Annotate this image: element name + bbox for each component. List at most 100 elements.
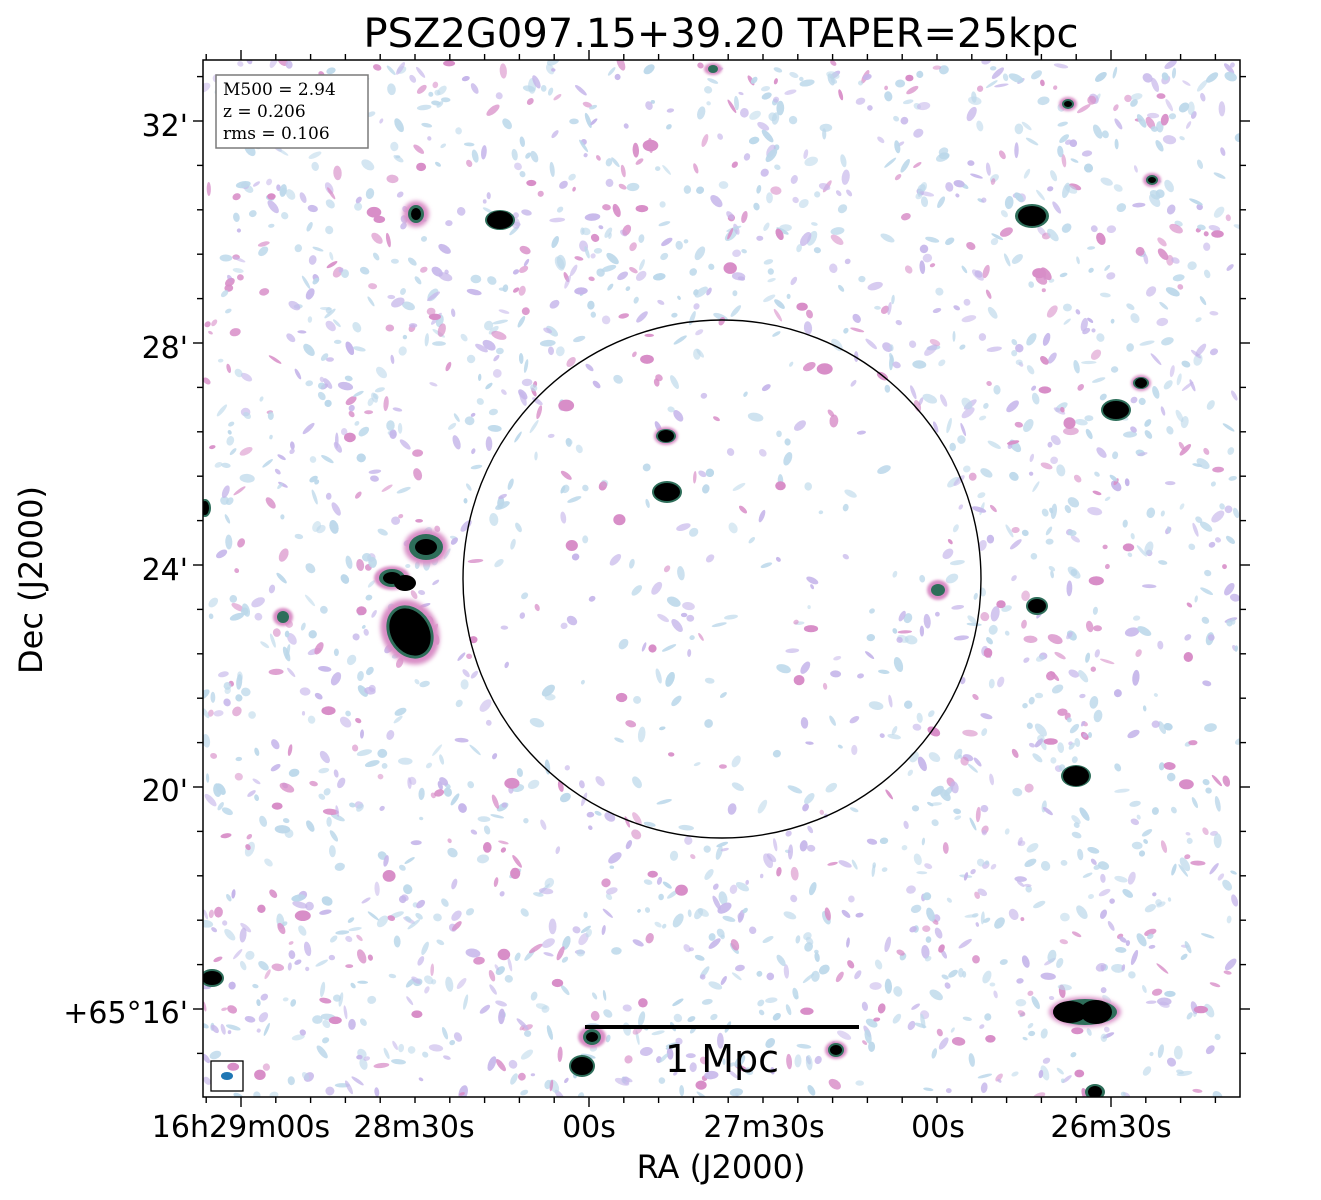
noise-speckle [335, 930, 350, 935]
noise-speckle [379, 118, 384, 124]
noise-speckle [785, 648, 800, 654]
noise-speckle [415, 519, 423, 523]
noise-speckle [1021, 955, 1030, 968]
noise-speckle [794, 1054, 802, 1068]
noise-speckle [311, 161, 319, 171]
noise-speckle [1162, 135, 1177, 145]
noise-speckle [492, 369, 502, 378]
noise-speckle [727, 99, 737, 114]
radio-source [825, 1041, 847, 1059]
noise-speckle [487, 424, 502, 432]
noise-speckle [452, 435, 461, 450]
noise-speckle [921, 837, 926, 846]
noise-speckle [953, 305, 961, 311]
noise-speckle [1085, 620, 1094, 633]
noise-speckle [276, 184, 281, 191]
noise-blob [551, 978, 564, 988]
noise-speckle [1034, 723, 1047, 737]
noise-speckle [689, 527, 699, 537]
noise-speckle [370, 475, 379, 482]
noise-speckle [254, 747, 260, 756]
noise-speckle [276, 147, 289, 156]
noise-speckle [909, 926, 917, 933]
noise-speckle [399, 439, 411, 450]
noise-speckle [1203, 269, 1211, 279]
noise-speckle [962, 729, 978, 737]
noise-speckle [301, 275, 311, 289]
noise-speckle [565, 437, 572, 447]
noise-speckle [1144, 928, 1157, 937]
noise-speckle [422, 1051, 429, 1058]
noise-speckle [1087, 847, 1100, 854]
noise-speckle [499, 63, 507, 79]
noise-speckle [969, 817, 977, 831]
noise-speckle [459, 1092, 465, 1096]
noise-speckle [658, 221, 671, 227]
noise-speckle [299, 192, 307, 203]
noise-speckle [367, 954, 373, 961]
noise-speckle [989, 773, 994, 786]
noise-speckle [953, 635, 969, 641]
noise-speckle [668, 752, 675, 757]
noise-speckle [796, 1043, 812, 1049]
noise-speckle [354, 202, 363, 211]
noise-speckle [466, 288, 482, 296]
noise-speckle [1063, 318, 1071, 325]
noise-speckle [1161, 337, 1174, 346]
noise-speckle [743, 153, 751, 161]
noise-speckle [919, 191, 935, 197]
noise-speckle [986, 534, 995, 544]
noise-speckle [946, 417, 952, 434]
noise-blob [428, 313, 441, 320]
noise-speckle [1061, 154, 1067, 168]
noise-speckle [911, 1003, 921, 1010]
noise-speckle [924, 955, 932, 962]
noise-speckle [594, 810, 602, 816]
radio-source [654, 427, 678, 445]
noise-speckle [1186, 837, 1193, 844]
noise-speckle [434, 525, 441, 532]
noise-speckle [463, 498, 468, 504]
noise-speckle [207, 709, 214, 717]
noise-speckle [704, 869, 714, 880]
noise-speckle [438, 243, 451, 254]
noise-speckle [896, 636, 903, 643]
noise-speckle [1184, 941, 1192, 954]
noise-speckle [1190, 860, 1206, 866]
noise-speckle [671, 695, 682, 707]
noise-speckle [340, 574, 350, 584]
noise-speckle [1166, 772, 1176, 782]
noise-speckle [603, 1009, 613, 1018]
noise-speckle [787, 844, 794, 860]
noise-speckle [391, 1058, 406, 1065]
noise-speckle [371, 610, 377, 618]
noise-speckle [783, 452, 793, 466]
noise-speckle [1130, 396, 1138, 404]
noise-speckle [855, 1080, 864, 1086]
noise-speckle [677, 566, 685, 581]
noise-speckle [940, 949, 948, 959]
noise-speckle [287, 962, 292, 971]
noise-speckle [1091, 328, 1096, 333]
noise-speckle [244, 1016, 256, 1023]
noise-blob [638, 998, 648, 1008]
noise-speckle [545, 63, 555, 75]
noise-speckle [958, 938, 972, 949]
noise-speckle [226, 436, 235, 446]
noise-speckle [286, 333, 296, 343]
noise-speckle [916, 70, 924, 78]
noise-speckle [712, 883, 719, 890]
noise-speckle [909, 340, 917, 348]
noise-speckle [318, 382, 326, 390]
noise-speckle [1031, 392, 1040, 405]
noise-speckle [722, 915, 736, 922]
noise-speckle [895, 79, 906, 88]
noise-speckle [536, 405, 543, 420]
noise-speckle [319, 909, 332, 915]
noise-speckle [675, 240, 683, 250]
noise-speckle [443, 548, 451, 560]
noise-speckle [233, 948, 243, 960]
noise-speckle [1114, 118, 1123, 130]
radio-source [1143, 173, 1161, 187]
noise-blob [1122, 543, 1135, 552]
